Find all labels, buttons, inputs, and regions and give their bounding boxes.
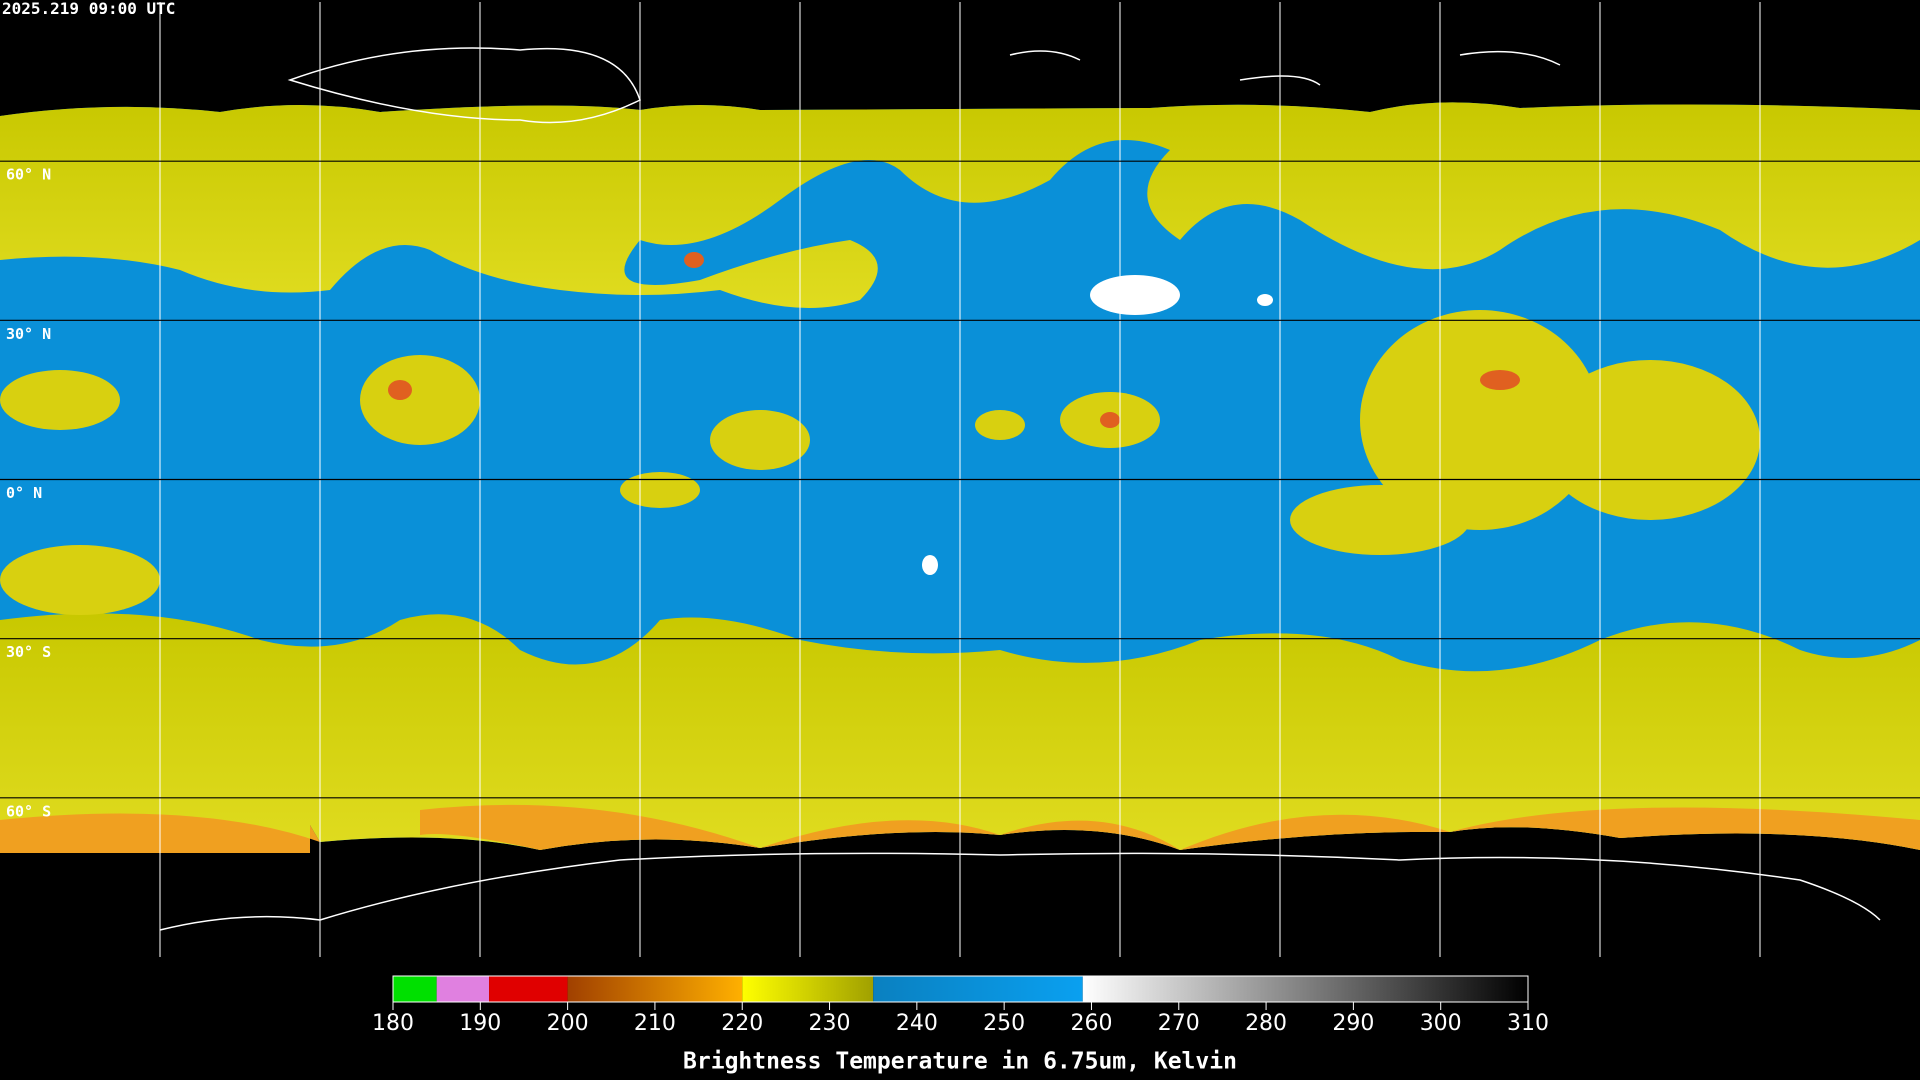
colorbar-segment [873,976,1083,1002]
colorbar-segment [436,976,490,1002]
latitude-label: 0° N [6,484,42,502]
colorbar-tick-label: 180 [372,1011,414,1036]
latitude-label: 60° S [6,802,51,820]
colorbar-tick-label: 310 [1507,1011,1549,1036]
colorbar-segment [567,976,743,1002]
colorbar-segment [489,976,568,1002]
graticule: 60° N 30° N 0° N 30° S 60° S [0,2,1920,957]
colorbar-tick-label: 200 [547,1011,589,1036]
colorbar: 180 190 200 210 220 230 240 250 260 270 280 290 300 3… [372,976,1549,1036]
colorbar-tick-label: 290 [1332,1011,1374,1036]
latitude-label: 30° N [6,325,51,343]
colorbar-tick-label: 230 [809,1011,851,1036]
colorbar-segment [393,976,437,1002]
colorbar-tick-label: 190 [459,1011,501,1036]
timestamp: 2025.219 09:00 UTC [2,0,175,18]
colorbar-tick-label: 280 [1245,1011,1287,1036]
colorbar-segment [742,976,874,1002]
latitude-label: 30° S [6,643,51,661]
colorbar-tick-label: 270 [1158,1011,1200,1036]
colorbar-tick-label: 260 [1070,1011,1112,1036]
colorbar-tick-label: 220 [721,1011,763,1036]
colorbar-segment [1082,976,1528,1002]
colorbar-tick-label: 240 [896,1011,938,1036]
colorbar-title: Brightness Temperature in 6.75um, Kelvin [683,1049,1237,1075]
colorbar-tick-label: 300 [1420,1011,1462,1036]
colorbar-tick-label: 210 [634,1011,676,1036]
colorbar-tick-label: 250 [983,1011,1025,1036]
colorbar-frame [392,975,1529,1003]
latitude-label: 60° N [6,166,51,184]
